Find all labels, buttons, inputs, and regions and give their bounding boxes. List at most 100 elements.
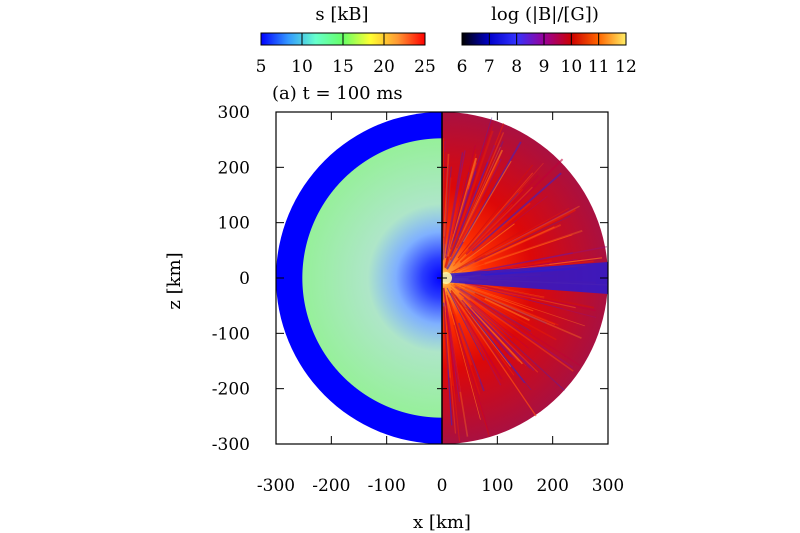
field-ray: [457, 322, 485, 392]
field-ray: [445, 323, 454, 386]
field-ray: [449, 162, 489, 258]
field-ray: [442, 166, 452, 260]
field-ray: [449, 185, 477, 257]
entropy-colorbar-tick-label: 25: [414, 57, 436, 77]
field-ray: [458, 208, 574, 270]
field-ray: [461, 234, 573, 272]
field-ray: [465, 215, 571, 268]
equatorial-low-field: [442, 262, 608, 294]
entropy-colorbar-tick-label: 10: [291, 57, 313, 77]
field-ray: [455, 286, 533, 335]
field-ray: [465, 286, 534, 312]
field-ray: [452, 144, 476, 235]
x-axis-label: x [km]: [413, 512, 471, 533]
field-ray: [474, 298, 581, 366]
field-colorbar-tick-label: 6: [457, 57, 468, 77]
field-ray: [442, 138, 445, 229]
y-axis-label: z [km]: [164, 252, 185, 309]
field-ray: [470, 306, 535, 371]
field-ray: [460, 284, 559, 326]
field-ray: [462, 160, 512, 243]
field-ray: [453, 226, 555, 274]
field-ray: [469, 300, 529, 349]
panel-title: (a) t = 100 ms: [272, 83, 403, 104]
field-ray: [442, 164, 449, 261]
x-tick-label: -300: [257, 476, 295, 496]
field-ray: [481, 299, 538, 331]
field-ray: [456, 223, 515, 268]
field-ray: [453, 203, 513, 267]
x-tick-label: 200: [536, 476, 568, 496]
y-tick-label: 100: [218, 214, 250, 234]
field-colorbar-tick-label: 8: [511, 57, 522, 77]
entropy-disk: [276, 112, 442, 444]
field-ray: [454, 285, 574, 369]
field-ray: [474, 292, 539, 323]
entropy-colorbar-tick-label: 5: [256, 57, 267, 77]
x-tick-label: 0: [437, 476, 448, 496]
axis-ticks: -300 -200 -100 0 100 200 300 300 200 100 0 -100 -200…: [212, 103, 624, 496]
field-ray: [463, 297, 565, 391]
entropy-colorbar-tick-label: 15: [332, 57, 354, 77]
field-ray: [459, 288, 532, 332]
field-ray: [445, 292, 481, 420]
x-tick-label: 300: [592, 476, 624, 496]
field-ray: [444, 177, 452, 244]
field-ray: [442, 291, 457, 434]
field-ray: [445, 319, 461, 442]
y-tick-label: -100: [212, 324, 250, 344]
field-ray: [458, 146, 501, 240]
field-ray: [453, 121, 494, 240]
entropy-colorbar-label: s [kB]: [315, 4, 368, 25]
field-ray: [454, 245, 608, 277]
field-ray: [445, 130, 494, 267]
field-ray: [469, 195, 548, 258]
field-ray: [465, 308, 511, 367]
field-half: [442, 112, 608, 444]
field-ray: [458, 280, 596, 312]
field-ray: [444, 179, 477, 269]
y-tick-label: 0: [239, 269, 250, 289]
field-ray: [447, 297, 473, 366]
field-ray: [449, 159, 500, 261]
field-ray: [444, 150, 466, 259]
entropy-half: [276, 112, 442, 444]
field-ray: [468, 308, 509, 355]
field-ray: [459, 304, 537, 417]
field-colorbar-tick-label: 7: [484, 57, 495, 77]
field-ray: [450, 158, 495, 258]
field-ray: [465, 158, 564, 256]
field-ray: [466, 285, 586, 327]
field-ray: [454, 294, 532, 391]
field-ray: [449, 300, 481, 382]
field-ray: [462, 172, 534, 254]
field-colorbar-tick-label: 12: [615, 57, 637, 77]
field-ray: [471, 172, 562, 252]
field-ray: [442, 151, 446, 238]
field-ray: [464, 287, 547, 325]
field-ray: [465, 306, 510, 361]
field-colorbar-tick-label: 10: [561, 57, 583, 77]
field-ray: [474, 298, 519, 328]
field-ray: [445, 291, 481, 395]
field-ray: [484, 297, 530, 322]
field-ray: [464, 283, 597, 318]
entropy-colorbar-tick-label: 20: [373, 57, 395, 77]
field-ray: [453, 283, 557, 341]
x-tick-label: -100: [368, 476, 406, 496]
field-ray: [458, 292, 513, 339]
field-ray: [446, 294, 490, 437]
field-ray: [459, 202, 531, 264]
field-ray: [481, 224, 562, 262]
field-ray: [481, 302, 532, 334]
field-ray: [449, 292, 503, 380]
field-ray: [481, 209, 576, 259]
field-ray: [476, 286, 563, 309]
field-ray: [446, 287, 485, 361]
y-tick-label: -200: [212, 380, 250, 400]
field-ray: [446, 141, 522, 270]
field-ray: [442, 287, 461, 392]
x-tick-label: 100: [481, 476, 513, 496]
x-tick-label: -200: [312, 476, 350, 496]
